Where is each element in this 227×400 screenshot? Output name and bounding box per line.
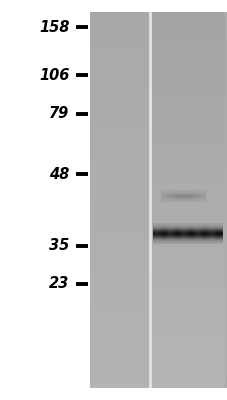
Bar — [90, 12, 227, 388]
Text: 48: 48 — [49, 166, 69, 182]
Bar — [149, 12, 152, 388]
Text: 79: 79 — [49, 106, 69, 122]
Bar — [75, 0, 90, 400]
Text: 158: 158 — [39, 20, 69, 35]
Text: 23: 23 — [49, 276, 69, 292]
Text: 106: 106 — [39, 68, 69, 83]
Text: 35: 35 — [49, 238, 69, 254]
